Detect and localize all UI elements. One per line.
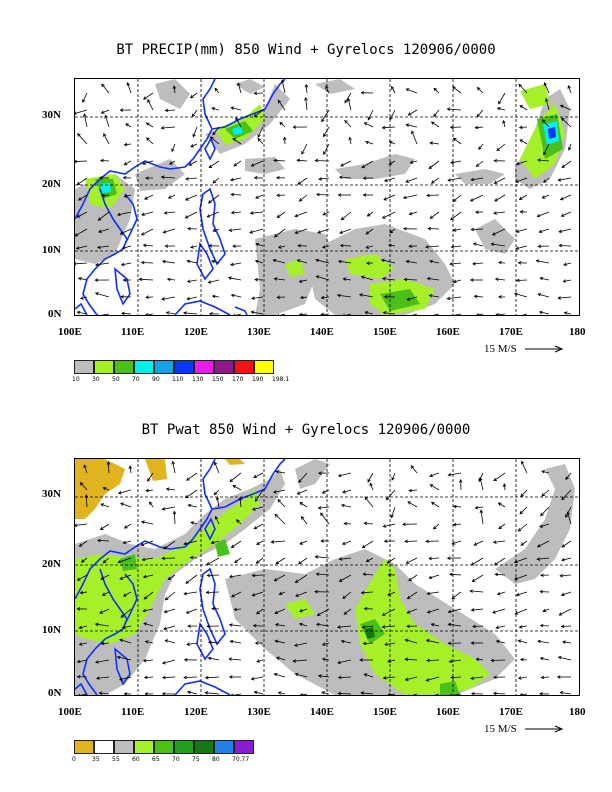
colorbar-swatch [94, 360, 114, 374]
lon-label-180: 180 [569, 326, 586, 338]
colorbar-swatch [114, 360, 134, 374]
lon-label-120e-2: 120E [184, 706, 208, 718]
colorbar-swatch [154, 360, 174, 374]
colorbar-label: 35 [92, 756, 100, 763]
colorbar-label: 198.1 [272, 376, 290, 383]
lon-label-130e-2: 130E [247, 706, 271, 718]
lon-label-130e: 130E [247, 326, 271, 338]
lon-label-170e-2: 170E [499, 706, 523, 718]
lon-label-150e-2: 150E [373, 706, 397, 718]
wind-scale-label-2: 15 M/S [484, 723, 517, 735]
colorbar-label: 70.77 [232, 756, 250, 763]
lon-label-160e-2: 160E [436, 706, 460, 718]
pwat-map-svg [75, 459, 579, 695]
grid-2 [75, 459, 579, 695]
colorbar-label: 70 [132, 376, 140, 383]
lat-label-10n-2: 10N [42, 624, 61, 636]
precip-map [74, 78, 580, 316]
colorbar-swatch [214, 360, 234, 374]
pwat-map [74, 458, 580, 696]
precip-panel: BT PRECIP(mm) 850 Wind + Gyrelocs 120906… [42, 42, 586, 390]
colorbar-label: 70 [172, 756, 180, 763]
wind-scale: 15 M/S [484, 343, 565, 355]
lon-label-120e: 120E [184, 326, 208, 338]
colorbar-label: 150 [212, 376, 224, 383]
colorbar-label: 75 [192, 756, 200, 763]
lat-label-0n-2: 0N [48, 687, 62, 699]
colorbar-swatch [94, 740, 114, 754]
colorbar-swatch [174, 360, 194, 374]
lat-label-20n: 20N [42, 178, 61, 190]
pwat-colorbar: 0 35 55 60 65 70 75 80 70.77 [72, 740, 374, 770]
colorbar-swatch [194, 360, 214, 374]
lon-label-150e: 150E [373, 326, 397, 338]
lon-label-100e-2: 100E [58, 706, 82, 718]
colorbar-label: 190 [252, 376, 264, 383]
wind-scale-arrow-2 [525, 726, 564, 733]
lat-label-0n: 0N [48, 308, 62, 320]
colorbar-label: 65 [152, 756, 160, 763]
colorbar-label: 55 [112, 756, 120, 763]
wind-scale-label: 15 M/S [484, 343, 517, 355]
colorbar-swatch [254, 360, 274, 374]
colorbar-swatch [74, 360, 94, 374]
colorbar-label: 80 [212, 756, 220, 763]
wind-scale-2: 15 M/S [484, 723, 565, 735]
colorbar-swatch [174, 740, 194, 754]
colorbar-swatch [74, 740, 94, 754]
precip-title: BT PRECIP(mm) 850 Wind + Gyrelocs 120906… [116, 42, 496, 58]
lat-label-30n-2: 30N [42, 488, 61, 500]
wind-scale-arrow [525, 346, 564, 353]
colorbar-label: 90 [152, 376, 160, 383]
colorbar-swatch [234, 740, 254, 754]
lat-label-30n: 30N [42, 109, 61, 121]
colorbar-label: 30 [92, 376, 100, 383]
lon-label-100e: 100E [58, 326, 82, 338]
coastlines-2 [75, 459, 286, 695]
wind-vectors [75, 79, 572, 315]
lon-label-160e: 160E [436, 326, 460, 338]
colorbar-label: 110 [172, 376, 184, 383]
pwat-title: BT Pwat 850 Wind + Gyrelocs 120906/0000 [141, 422, 471, 438]
colorbar-label: 10 [72, 376, 80, 383]
colorbar-label: 0 [72, 756, 76, 763]
colorbar-swatch [234, 360, 254, 374]
colorbar-label: 170 [232, 376, 244, 383]
colorbar-label: 130 [192, 376, 204, 383]
precip-colorbar: 10 30 50 70 90 110 130 150 170 190 198.1 [72, 360, 374, 390]
colorbar-swatch [194, 740, 214, 754]
lon-label-110e-2: 110E [121, 706, 145, 718]
colorbar-swatch [114, 740, 134, 754]
colorbar-label: 50 [112, 376, 120, 383]
lon-label-110e: 110E [121, 326, 145, 338]
lon-label-180-2: 180 [569, 706, 586, 718]
wind-vectors-2 [75, 460, 572, 695]
precip-map-svg [75, 79, 579, 315]
colorbar-swatch [134, 360, 154, 374]
colorbar-swatch [154, 740, 174, 754]
lat-label-20n-2: 20N [42, 558, 61, 570]
colorbar-label: 60 [132, 756, 140, 763]
lat-label-10n: 10N [42, 244, 61, 256]
colorbar-swatch [134, 740, 154, 754]
colorbar-swatch [214, 740, 234, 754]
lon-label-140e: 140E [310, 326, 334, 338]
lon-label-170e: 170E [499, 326, 523, 338]
lon-label-140e-2: 140E [310, 706, 334, 718]
